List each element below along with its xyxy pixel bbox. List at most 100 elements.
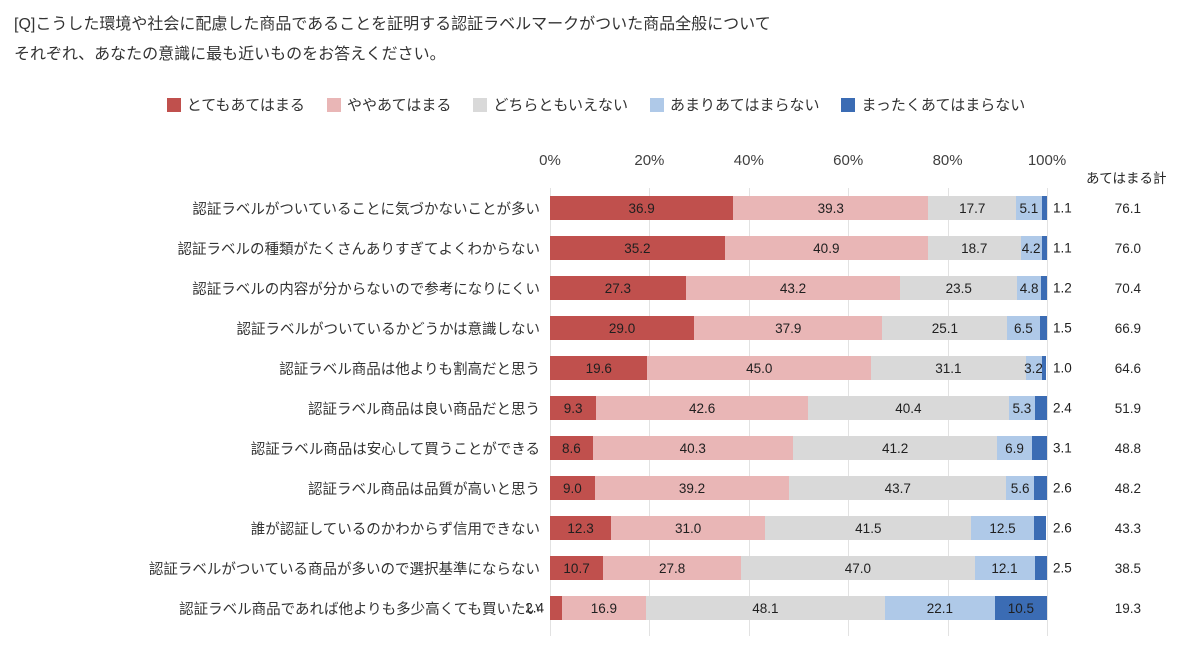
axis-tick-label: 0% xyxy=(539,152,561,169)
bar-segment: 16.9 xyxy=(561,596,646,620)
bar-segment xyxy=(1039,316,1047,340)
chart-row: 認証ラベル商品は品質が高いと思う 9.0 39.2 43.7 5.6 2.6 48.2 xyxy=(0,468,1192,508)
bar-segment: 5.3 xyxy=(1008,396,1036,420)
segment-value-label: 22.1 xyxy=(926,600,953,616)
bar-track: 2.4 16.9 48.1 22.1 10.5 xyxy=(525,596,1047,620)
legend-swatch xyxy=(166,97,181,112)
segment-value-label: 2.6 xyxy=(1053,480,1072,496)
bar-track: 27.3 43.2 23.5 4.8 1.2 xyxy=(550,276,1072,300)
category-label: 認証ラベルの内容が分からないので参考になりにくい xyxy=(192,281,540,298)
legend-label: ややあてはまる xyxy=(346,97,452,114)
bar-segment: 37.9 xyxy=(694,316,883,340)
segment-value-label: 27.8 xyxy=(659,560,686,576)
question-line-2: それぞれ、あなたの意識に最も近いものをお答えください。 xyxy=(14,46,446,63)
bar-segment: 12.1 xyxy=(974,556,1035,580)
category-label: 認証ラベルがついていることに気づかないことが多い xyxy=(192,201,540,218)
bar-segment: 45.0 xyxy=(647,356,872,380)
totals-column-header: あてはまる計 xyxy=(1086,171,1167,186)
segment-value-label: 39.3 xyxy=(817,200,844,216)
bar-segment: 17.7 xyxy=(928,196,1017,220)
category-label: 認証ラベルの種類がたくさんありすぎてよくわからない xyxy=(177,241,541,258)
segment-value-label: 4.8 xyxy=(1019,280,1039,296)
legend-item: ややあてはまる xyxy=(326,94,452,115)
segment-value-label: 17.7 xyxy=(959,200,986,216)
segment-value-label: 2.4 xyxy=(525,600,544,616)
bar-segment: 39.2 xyxy=(594,476,790,500)
bar-segment: 22.1 xyxy=(884,596,995,620)
segment-value-label: 41.2 xyxy=(881,440,909,456)
axis-tick-label: 40% xyxy=(733,152,764,169)
segment-value-label: 4.2 xyxy=(1021,240,1041,256)
bar-segment: 47.0 xyxy=(741,556,975,580)
row-total-value: 64.6 xyxy=(1114,360,1141,376)
bar-segment xyxy=(1034,556,1047,580)
bar-segment: 43.2 xyxy=(685,276,901,300)
legend-item: まったくあてはまらない xyxy=(841,94,1025,115)
segment-value-label: 2.4 xyxy=(1053,400,1072,416)
segment-value-label: 48.1 xyxy=(752,600,779,616)
row-total-value: 51.9 xyxy=(1114,400,1141,416)
segment-value-label: 40.9 xyxy=(813,240,840,256)
chart-legend: とてもあてはまる ややあてはまる どちらともいえない あまりあてはまらない まったくあて… xyxy=(0,94,1192,115)
bar-segment: 40.4 xyxy=(807,396,1009,420)
bar-segment: 5.1 xyxy=(1016,196,1042,220)
row-total-value: 38.5 xyxy=(1114,560,1141,576)
legend-label: とてもあてはまる xyxy=(186,97,305,114)
row-total-value: 70.4 xyxy=(1114,280,1141,296)
bar-track: 9.0 39.2 43.7 5.6 2.6 xyxy=(550,476,1072,500)
bar-segment: 19.6 xyxy=(550,356,648,380)
segment-value-label: 1.0 xyxy=(1053,360,1072,376)
category-label: 認証ラベル商品は品質が高いと思う xyxy=(308,481,540,498)
segment-value-label: 19.6 xyxy=(585,360,612,376)
bar-track: 8.6 40.3 41.2 6.9 3.1 xyxy=(550,436,1072,460)
segment-value-label: 1.1 xyxy=(1053,200,1072,216)
question-text: [Q]こうした環境や社会に配慮した商品であることを証明する認証ラベルマークがつい… xyxy=(14,10,771,70)
segment-value-label: 1.1 xyxy=(1053,240,1072,256)
legend-label: あまりあてはまらない xyxy=(670,97,820,114)
chart-row: 認証ラベルの内容が分からないので参考になりにくい 27.3 43.2 23.5 4.8 1… xyxy=(0,268,1192,308)
bar-segment: 10.7 xyxy=(550,556,604,580)
segment-value-label: 25.1 xyxy=(931,320,958,336)
segment-value-label: 3.2 xyxy=(1024,360,1043,376)
segment-value-label: 1.2 xyxy=(1053,280,1072,296)
segment-value-label: 23.5 xyxy=(945,280,972,296)
segment-value-label: 6.5 xyxy=(1013,320,1033,336)
axis-tick-label: 20% xyxy=(634,152,665,169)
bar-segment: 9.0 xyxy=(550,476,595,500)
segment-value-label: 42.6 xyxy=(688,400,716,416)
chart-row: 誰が認証しているのかわからず信用できない 12.3 31.0 41.5 12.5 2.6 4… xyxy=(0,508,1192,548)
legend-label: どちらともいえない xyxy=(493,97,629,114)
legend-swatch xyxy=(841,97,856,112)
segment-value-label: 9.0 xyxy=(562,480,582,496)
bar-segment xyxy=(1041,276,1047,300)
segment-value-label: 36.9 xyxy=(628,200,655,216)
bar-segment: 31.1 xyxy=(871,356,1026,380)
legend-label: まったくあてはまらない xyxy=(861,97,1026,114)
row-total-value: 76.0 xyxy=(1114,240,1141,256)
legend-swatch xyxy=(326,97,341,112)
legend-swatch xyxy=(650,97,665,112)
segment-value-label: 2.5 xyxy=(1053,560,1072,576)
category-label: 認証ラベル商品であれば他よりも多少高くても買いたい xyxy=(179,601,540,618)
bar-segment: 6.5 xyxy=(1007,316,1040,340)
bar-segment: 27.8 xyxy=(603,556,742,580)
bar-segment xyxy=(1034,476,1047,500)
chart-row: 認証ラベルの種類がたくさんありすぎてよくわからない 35.2 40.9 18.7 4.2… xyxy=(0,228,1192,268)
segment-value-label: 43.7 xyxy=(884,480,911,496)
bar-track: 35.2 40.9 18.7 4.2 1.1 xyxy=(550,236,1072,260)
x-axis-ticks: 0% 20% 40% 60% 80% 100% xyxy=(539,152,1066,174)
segment-value-label: 16.9 xyxy=(590,600,618,616)
category-label: 認証ラベルがついている商品が多いので選択基準にならない xyxy=(148,561,540,578)
segment-value-label: 40.4 xyxy=(895,400,922,416)
bar-segment: 3.2 xyxy=(1024,356,1043,380)
bar-track: 36.9 39.3 17.7 5.1 1.1 xyxy=(550,196,1072,220)
bar-segment: 41.5 xyxy=(765,516,972,540)
bar-segment xyxy=(1035,396,1047,420)
bar-segment: 5.6 xyxy=(1006,476,1035,500)
bar-track: 9.3 42.6 40.4 5.3 2.4 xyxy=(550,396,1072,420)
category-label: 認証ラベル商品は他よりも割高だと思う xyxy=(279,361,540,378)
segment-value-label: 5.6 xyxy=(1010,480,1030,496)
row-total-value: 43.3 xyxy=(1114,520,1141,536)
bar-segment: 42.6 xyxy=(596,396,808,420)
